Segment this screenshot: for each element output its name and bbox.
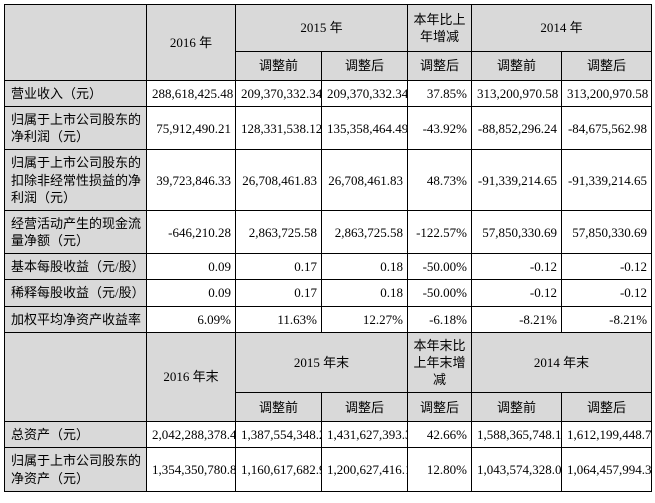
subheader-2014-after: 调整后 [561,51,653,81]
table-row-total-assets: 总资产（元） 2,042,288,378.46 1,387,554,348.21… [4,421,653,449]
col-header-2014: 2014 年 [471,4,653,52]
section1-header-row-2: 调整前 调整后 调整后 调整前 调整后 [5,51,653,81]
value-cell: 1,354,350,780.81 [146,447,236,492]
value-cell: 1,387,554,348.21 [235,421,322,449]
value-cell: -0.12 [561,279,653,307]
key-accounting-data-table: 2016 年 2015 年 本年比上年增减 2014 年 调整前 调整后 调整后… [4,4,653,492]
value-cell: 135,358,464.49 [320,106,409,151]
row-label: 稀释每股收益（元/股） [4,279,147,307]
value-cell: 75,912,490.21 [146,106,236,151]
subheader-2015-before: 调整前 [235,392,322,423]
corner-cell-blank [4,4,147,81]
table-row-weighted-avg-roe: 加权平均净资产收益率 6.09% 11.63% 12.27% -6.18% -8… [4,305,653,333]
row-label: 经营活动产生的现金流量净额（元） [4,209,147,255]
value-cell: 12.80% [407,447,473,492]
col-header-yoy-change: 本年比上年增减 [407,4,473,52]
subheader-change-after: 调整后 [407,51,473,81]
value-cell: -91,339,214.65 [471,149,563,211]
section2-header-row-2: 调整前 调整后 调整后 调整前 调整后 [5,392,653,423]
col-header-2015-yearend: 2015 年末 [234,331,409,394]
value-cell: 0.09 [146,253,236,281]
table-row-operating-cash-flow: 经营活动产生的现金流量净额（元） -646,210.28 2,863,725.5… [4,209,653,255]
col-header-2016-yearend: 2016 年末 [146,331,236,423]
value-cell: -88,852,296.24 [471,106,563,151]
value-cell: 128,331,538.12 [235,106,322,151]
col-header-2014-yearend: 2014 年末 [471,331,653,394]
subheader-2015-before: 调整前 [235,51,322,81]
subheader-change-after: 调整后 [407,392,473,423]
value-cell: 209,370,332.34 [320,79,409,108]
subheader-2015-after: 调整后 [320,51,409,81]
table-row-net-profit-excl-nonrecurring: 归属于上市公司股东的扣除非经常性损益的净利润（元） 39,723,846.33 … [4,149,653,211]
value-cell: -6.18% [407,305,473,333]
value-cell: -8.21% [561,305,653,333]
section2-header-row-1: 2016 年末 2015 年末 本年末比上年末增减 2014 年末 [4,331,653,423]
table-row-net-assets: 归属于上市公司股东的净资产（元） 1,354,350,780.81 1,160,… [4,447,653,492]
value-cell: 0.17 [235,253,322,281]
value-cell: -0.12 [471,279,563,307]
value-cell: 209,370,332.34 [235,79,322,108]
table-row-net-profit: 归属于上市公司股东的净利润（元） 75,912,490.21 128,331,5… [4,106,653,151]
value-cell: 11.63% [235,305,322,333]
value-cell: 1,064,457,994.33 [561,447,653,492]
value-cell: -0.12 [471,253,563,281]
row-label: 基本每股收益（元/股） [4,253,147,281]
col-header-yearend-change: 本年末比上年末增减 [407,331,473,394]
value-cell: -84,675,562.98 [561,106,653,151]
value-cell: -8.21% [471,305,563,333]
value-cell: -122.57% [407,209,473,255]
value-cell: -91,339,214.65 [561,149,653,211]
value-cell: 0.09 [146,279,236,307]
value-cell: 2,863,725.58 [235,209,322,255]
value-cell: 313,200,970.58 [471,79,563,108]
value-cell: 42.66% [407,421,473,449]
subheader-2015-after: 调整后 [320,392,409,423]
value-cell: 57,850,330.69 [471,209,563,255]
col-header-2015: 2015 年 [234,4,409,52]
subheader-2014-before: 调整前 [471,392,563,423]
value-cell: 26,708,461.83 [235,149,322,211]
value-cell: 37.85% [407,79,473,108]
row-label: 营业收入（元） [4,79,147,108]
value-cell: 0.18 [320,279,409,307]
value-cell: 313,200,970.58 [561,79,653,108]
value-cell: 1,160,617,682.91 [235,447,322,492]
value-cell: 0.18 [320,253,409,281]
value-cell: 1,200,627,416.12 [320,447,409,492]
table-row-revenue: 营业收入（元） 288,618,425.48 209,370,332.34 20… [4,79,653,108]
section1-header-row-1: 2016 年 2015 年 本年比上年增减 2014 年 [4,4,653,81]
value-cell: 48.73% [407,149,473,211]
row-label: 归属于上市公司股东的扣除非经常性损益的净利润（元） [4,149,147,211]
value-cell: 2,863,725.58 [320,209,409,255]
row-label: 总资产（元） [4,421,147,449]
value-cell: 1,612,199,448.78 [561,421,653,449]
value-cell: 1,043,574,328.05 [471,447,563,492]
value-cell: 39,723,846.33 [146,149,236,211]
value-cell: -0.12 [561,253,653,281]
value-cell: 288,618,425.48 [146,79,236,108]
corner-cell-blank [4,331,147,423]
table-row-diluted-eps: 稀释每股收益（元/股） 0.09 0.17 0.18 -50.00% -0.12… [4,279,653,307]
value-cell: 26,708,461.83 [320,149,409,211]
row-label: 归属于上市公司股东的净利润（元） [4,106,147,151]
value-cell: 2,042,288,378.46 [146,421,236,449]
row-label: 加权平均净资产收益率 [4,305,147,333]
subheader-2014-before: 调整前 [471,51,563,81]
value-cell: 57,850,330.69 [561,209,653,255]
col-header-2016: 2016 年 [146,4,236,81]
value-cell: 0.17 [235,279,322,307]
value-cell: -646,210.28 [146,209,236,255]
value-cell: 12.27% [320,305,409,333]
value-cell: -50.00% [407,253,473,281]
value-cell: 6.09% [146,305,236,333]
value-cell: -50.00% [407,279,473,307]
table-row-basic-eps: 基本每股收益（元/股） 0.09 0.17 0.18 -50.00% -0.12… [4,253,653,281]
value-cell: 1,431,627,393.32 [320,421,409,449]
row-label: 归属于上市公司股东的净资产（元） [4,447,147,492]
value-cell: -43.92% [407,106,473,151]
subheader-2014-after: 调整后 [561,392,653,423]
value-cell: 1,588,365,748.10 [471,421,563,449]
